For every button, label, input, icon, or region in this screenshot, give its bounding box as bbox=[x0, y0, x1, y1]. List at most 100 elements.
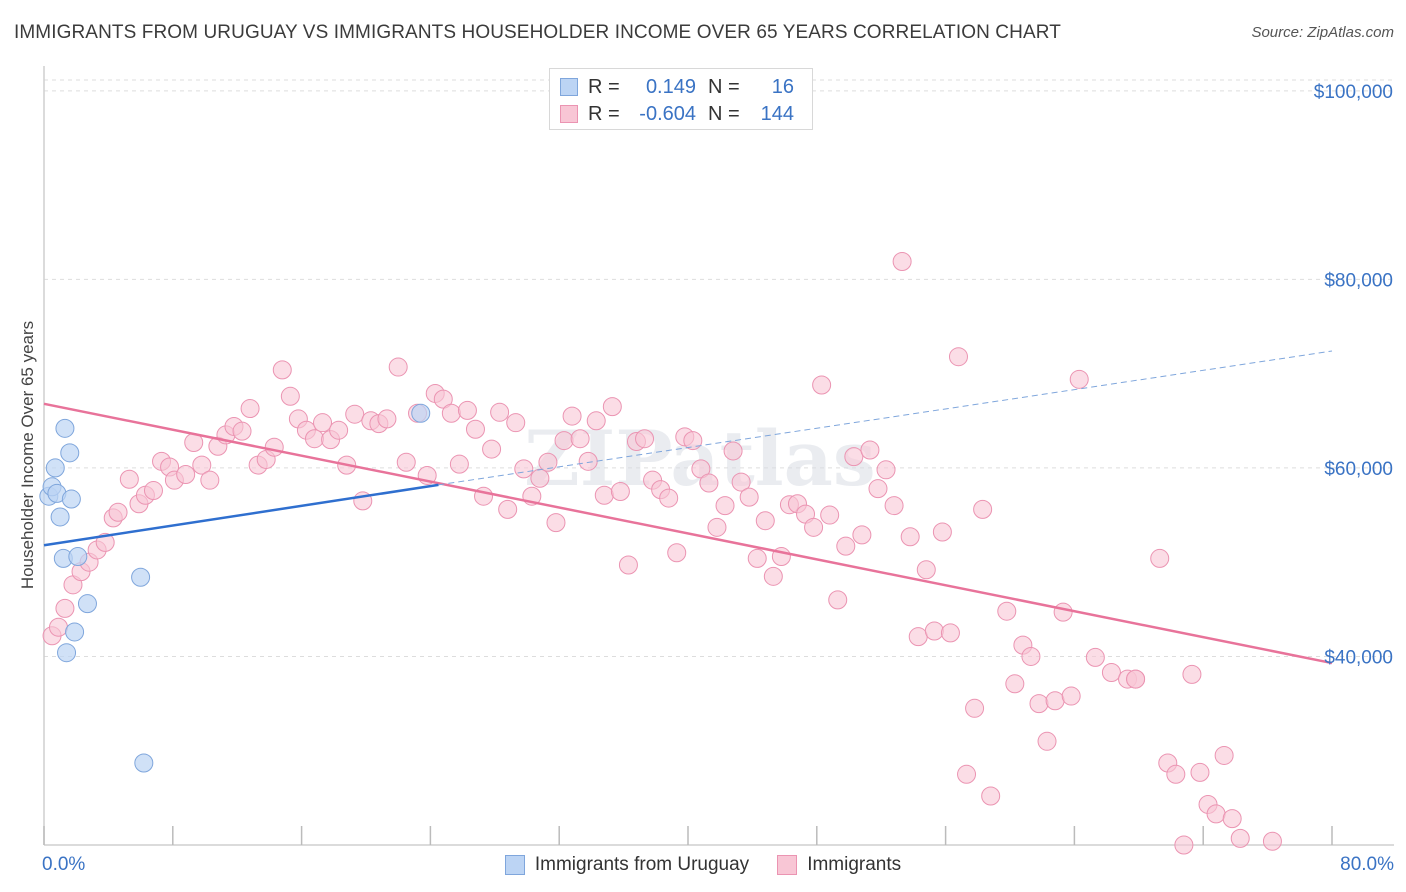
point-immigrants bbox=[1150, 548, 1170, 568]
point-immigrants bbox=[538, 452, 558, 472]
point-immigrants bbox=[176, 465, 196, 485]
tick-labels: $40,000 $60,000 $80,000 $100,000 0.0% 80.0% bbox=[42, 82, 1394, 875]
point-immigrants bbox=[1085, 647, 1105, 667]
point-immigrants bbox=[957, 764, 977, 784]
point-immigrants bbox=[707, 517, 727, 537]
point-immigrants bbox=[498, 499, 518, 519]
legend-swatch-uruguay bbox=[504, 855, 525, 875]
trend-line-uruguay bbox=[43, 483, 439, 547]
point-immigrants bbox=[1069, 369, 1089, 389]
point-immigrants bbox=[932, 522, 952, 542]
point-immigrants bbox=[659, 488, 679, 508]
point-immigrants bbox=[1053, 602, 1073, 622]
point-immigrants bbox=[820, 505, 840, 525]
point-immigrants bbox=[1005, 674, 1025, 694]
point-immigrants bbox=[844, 447, 864, 467]
point-immigrants bbox=[1101, 662, 1121, 682]
x-tick-label: 0.0% bbox=[42, 854, 85, 875]
r-value: -0.604 bbox=[639, 102, 696, 125]
legend-swatch-immigrants bbox=[777, 855, 798, 875]
point-immigrants bbox=[916, 560, 936, 580]
point-immigrants bbox=[1222, 809, 1242, 829]
point-immigrants bbox=[635, 429, 655, 449]
stats-row-immigrants: R = -0.604 N = 144 bbox=[560, 101, 794, 127]
point-immigrants bbox=[1021, 646, 1041, 666]
series-immigrants bbox=[42, 251, 1282, 855]
trend-lines bbox=[43, 350, 1333, 665]
point-immigrants bbox=[554, 431, 574, 451]
y-tick-label: $80,000 bbox=[1324, 270, 1393, 291]
point-immigrants bbox=[812, 375, 832, 395]
point-immigrants bbox=[804, 517, 824, 537]
point-immigrants bbox=[108, 502, 128, 522]
point-immigrants bbox=[699, 473, 719, 493]
point-immigrants bbox=[900, 527, 920, 547]
point-immigrants bbox=[836, 536, 856, 556]
point-immigrants bbox=[683, 431, 703, 451]
point-immigrants bbox=[747, 548, 767, 568]
y-tick-label: $60,000 bbox=[1324, 459, 1393, 480]
point-immigrants bbox=[618, 555, 638, 575]
point-immigrants bbox=[433, 389, 453, 409]
point-immigrants bbox=[490, 402, 510, 422]
point-immigrants bbox=[465, 419, 485, 439]
watermark: ZIPatlas bbox=[524, 414, 875, 503]
point-immigrants bbox=[763, 566, 783, 586]
point-immigrants bbox=[272, 360, 292, 380]
point-immigrants bbox=[1166, 764, 1186, 784]
point-immigrants bbox=[981, 786, 1001, 806]
point-immigrants bbox=[143, 481, 163, 501]
point-immigrants bbox=[313, 413, 333, 433]
point-immigrants bbox=[876, 460, 896, 480]
point-immigrants bbox=[924, 621, 944, 641]
point-immigrants bbox=[1262, 831, 1282, 851]
point-uruguay bbox=[57, 643, 77, 663]
point-immigrants bbox=[965, 698, 985, 718]
point-immigrants bbox=[192, 455, 212, 475]
stats-row-uruguay: R = 0.149 N = 16 bbox=[560, 74, 794, 100]
point-immigrants bbox=[449, 454, 469, 474]
point-uruguay bbox=[131, 567, 151, 587]
point-uruguay bbox=[60, 443, 80, 463]
point-immigrants bbox=[908, 627, 928, 647]
point-immigrants bbox=[739, 487, 759, 507]
point-uruguay bbox=[77, 594, 97, 614]
point-immigrants bbox=[594, 485, 614, 505]
point-immigrants bbox=[1061, 686, 1081, 706]
point-immigrants bbox=[828, 590, 848, 610]
legend-label-immigrants: Immigrants bbox=[807, 854, 902, 875]
point-immigrants bbox=[329, 420, 349, 440]
legend-item-immigrants[interactable]: Immigrants bbox=[777, 854, 901, 876]
point-immigrants bbox=[482, 439, 502, 459]
point-immigrants bbox=[530, 468, 550, 488]
legend: Immigrants from Uruguay Immigrants bbox=[0, 852, 1406, 878]
point-immigrants bbox=[200, 470, 220, 490]
point-immigrants bbox=[95, 532, 115, 552]
point-immigrants bbox=[715, 496, 735, 516]
point-immigrants bbox=[264, 437, 284, 457]
point-immigrants bbox=[457, 400, 477, 420]
point-immigrants bbox=[892, 251, 912, 271]
point-immigrants bbox=[755, 511, 775, 531]
point-uruguay bbox=[411, 403, 431, 423]
n-value: 16 bbox=[771, 75, 794, 98]
point-immigrants bbox=[55, 598, 75, 618]
point-immigrants bbox=[948, 347, 968, 367]
point-immigrants bbox=[506, 413, 526, 433]
point-immigrants bbox=[1190, 762, 1210, 782]
point-immigrants bbox=[1045, 691, 1065, 711]
point-immigrants bbox=[304, 429, 324, 449]
series-immigrants-from-uruguay bbox=[39, 403, 431, 773]
stats-swatch-uruguay bbox=[560, 78, 578, 96]
point-immigrants bbox=[884, 496, 904, 516]
point-immigrants bbox=[610, 481, 630, 501]
legend-item-uruguay[interactable]: Immigrants from Uruguay bbox=[504, 854, 750, 876]
point-uruguay bbox=[68, 547, 88, 567]
legend-label-uruguay: Immigrants from Uruguay bbox=[534, 854, 750, 875]
point-immigrants bbox=[396, 452, 416, 472]
n-label: N = bbox=[708, 75, 740, 98]
point-immigrants bbox=[997, 601, 1017, 621]
point-immigrants bbox=[345, 404, 365, 424]
point-immigrants bbox=[232, 421, 252, 441]
point-immigrants bbox=[973, 499, 993, 519]
